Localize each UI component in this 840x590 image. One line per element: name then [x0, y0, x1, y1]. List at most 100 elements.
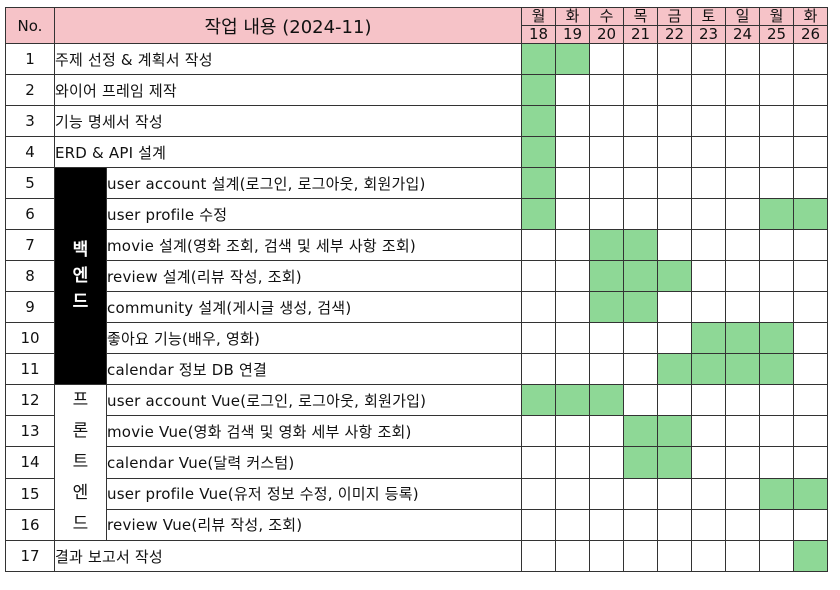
day-cell — [657, 105, 692, 137]
day-cell — [555, 508, 590, 542]
header-row-dates: 18 19 20 21 22 23 24 25 26 — [6, 25, 828, 44]
active-day-cell — [521, 105, 556, 137]
active-day-cell — [623, 446, 658, 479]
day-cell — [657, 477, 692, 510]
header-day-date: 19 — [555, 25, 590, 44]
table-row: 10 좋아요 기능(배우, 영화) — [5, 322, 828, 354]
day-cell — [691, 105, 726, 137]
table-row: 2 와이어 프레임 제작 — [5, 74, 828, 106]
header-no: No. — [5, 7, 55, 44]
day-cell — [521, 322, 556, 354]
day-cell — [759, 260, 794, 292]
day-cell — [793, 260, 828, 292]
day-cell — [793, 415, 828, 448]
header-day-date: 26 — [793, 25, 828, 44]
task-name: review Vue(리뷰 작성, 조회) — [106, 508, 522, 542]
day-cell — [759, 446, 794, 479]
day-cell — [555, 322, 590, 354]
task-name: calendar 정보 DB 연결 — [106, 353, 522, 385]
day-cell — [725, 383, 760, 417]
row-number: 1 — [5, 43, 55, 75]
task-name: 기능 명세서 작성 — [54, 105, 522, 137]
task-name: community 설계(게시글 생성, 검색) — [106, 291, 522, 323]
day-cell — [623, 136, 658, 168]
group-label-char: 엔 — [72, 266, 89, 286]
day-cell — [589, 136, 624, 168]
active-day-cell — [657, 415, 692, 448]
group-label-char: 프 — [72, 390, 89, 410]
day-cell — [623, 322, 658, 354]
header-day-date: 21 — [623, 25, 658, 44]
day-cell — [725, 167, 760, 199]
day-cell — [623, 508, 658, 542]
table-row: 12 프 론 트 엔 드 user account Vue(로그인, 로그아웃, 회원가입) — [5, 383, 828, 541]
task-name: calendar Vue(달력 커스텀) — [106, 446, 522, 479]
row-number: 15 — [5, 477, 55, 510]
table-row: 9 community 설계(게시글 생성, 검색) — [5, 291, 828, 323]
task-name: 주제 선정 & 계획서 작성 — [54, 43, 522, 75]
day-cell — [691, 260, 726, 292]
header-day-date: 20 — [589, 25, 624, 44]
row-number: 7 — [5, 229, 55, 261]
active-day-cell — [759, 353, 794, 385]
day-cell — [589, 415, 624, 448]
day-cell — [725, 74, 760, 106]
day-cell — [691, 477, 726, 510]
day-cell — [759, 508, 794, 542]
day-cell — [759, 383, 794, 417]
header-day-name: 수 — [589, 7, 624, 26]
day-cell — [725, 198, 760, 230]
header-day-name: 토 — [691, 7, 726, 26]
header-day-name: 일 — [725, 7, 760, 26]
row-number: 14 — [5, 446, 55, 479]
task-name: review 설계(리뷰 작성, 조회) — [106, 260, 522, 292]
active-day-cell — [793, 198, 828, 230]
day-cell — [691, 415, 726, 448]
day-cell — [555, 74, 590, 106]
day-cell — [521, 353, 556, 385]
day-cell — [759, 415, 794, 448]
day-cell — [589, 353, 624, 385]
day-cell — [725, 477, 760, 510]
day-cell — [657, 43, 692, 75]
day-cell — [521, 415, 556, 448]
day-cell — [657, 291, 692, 323]
day-cell — [657, 136, 692, 168]
active-day-cell — [555, 43, 590, 75]
day-cell — [691, 291, 726, 323]
day-cell — [623, 198, 658, 230]
day-cell — [759, 105, 794, 137]
day-cell — [589, 43, 624, 75]
day-cell — [657, 198, 692, 230]
day-cell — [589, 198, 624, 230]
active-day-cell — [589, 229, 624, 261]
active-day-cell — [793, 477, 828, 510]
day-cell — [657, 383, 692, 417]
day-cell — [793, 383, 828, 417]
header-day-date: 23 — [691, 25, 726, 44]
day-cell — [555, 415, 590, 448]
task-name: ERD & API 설계 — [54, 136, 522, 168]
header-day-name: 금 — [657, 7, 692, 26]
day-cell — [759, 167, 794, 199]
day-cell — [793, 74, 828, 106]
day-cell — [555, 353, 590, 385]
active-day-cell — [521, 136, 556, 168]
day-cell — [793, 353, 828, 385]
day-cell — [725, 260, 760, 292]
task-name: user profile 수정 — [106, 198, 522, 230]
table-row: 16 review Vue(리뷰 작성, 조회) — [5, 508, 828, 542]
header-day-name: 월 — [521, 7, 556, 26]
day-cell — [521, 291, 556, 323]
active-day-cell — [657, 353, 692, 385]
active-day-cell — [623, 415, 658, 448]
day-cell — [657, 322, 692, 354]
active-day-cell — [657, 446, 692, 479]
table-row: 8 review 설계(리뷰 작성, 조회) — [5, 260, 828, 292]
day-cell — [555, 446, 590, 479]
table-row: 1 주제 선정 & 계획서 작성 — [5, 43, 828, 75]
active-day-cell — [623, 291, 658, 323]
row-number: 9 — [5, 291, 55, 323]
table-row: 11 calendar 정보 DB 연결 — [5, 353, 828, 385]
